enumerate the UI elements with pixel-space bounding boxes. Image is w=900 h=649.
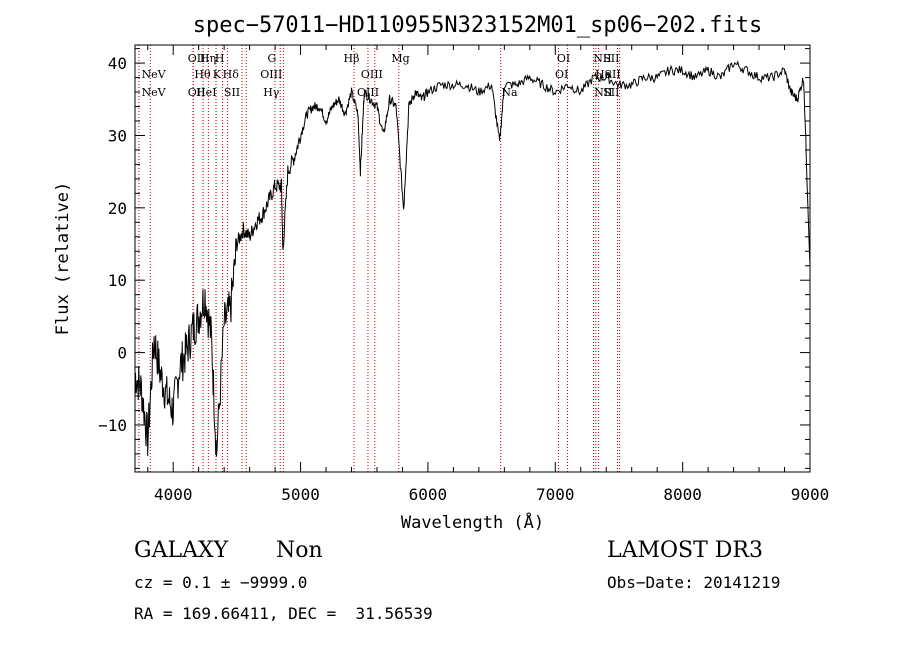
y-tick-label: 40 [108,54,127,73]
spectral-line-label: OIII [357,86,379,99]
spectral-line-label: H [215,52,225,65]
spectral-line-label: SII [603,86,619,99]
observation-date: Obs−Date: 20141219 [607,573,781,592]
x-tick-label: 6000 [409,485,448,504]
x-axis-label: Wavelength (Å) [401,511,544,533]
spectral-line-label: OII [188,52,206,65]
redshift-cz: cz = 0.1 ± −9999.0 [134,573,308,592]
y-tick-label: 30 [108,126,127,145]
x-tick-label: 5000 [281,485,320,504]
spectral-line-label: OI [555,68,568,81]
plot-frame [134,44,811,473]
ra-dec-coordinates: RA = 169.66411, DEC = 31.56539 [134,604,433,623]
spectral-line-label: Hγ [263,86,280,99]
object-class: GALAXY [134,538,229,563]
y-tick-label: −10 [98,416,127,435]
y-axis-label: Flux (relative) [53,182,73,336]
survey-name: LAMOST DR3 [607,538,763,563]
y-tick-label: 20 [108,199,127,218]
spectral-line-label: OIII [361,68,383,81]
spectral-line-label: Hθ [194,68,211,81]
spectral-line-label: Hδ [223,68,240,81]
spectral-line-label: K [213,68,222,81]
spectral-line-label: Mg [391,52,409,65]
x-tick-label: 9000 [791,485,830,504]
spectrum-series-line [134,60,811,457]
spectral-line-label: SII [603,52,619,65]
spectral-line-label: G [268,52,277,65]
spectral-line-label: Na [501,86,518,99]
x-tick-label: 8000 [663,485,702,504]
chart-title: spec−57011−HD110955N323152M01_sp06−202.f… [193,13,763,38]
spectral-line-label: NII [593,52,611,65]
spectral-line-label: SII [224,86,240,99]
spectral-line-label: NeV [142,86,167,99]
y-tick-label: 0 [117,344,127,363]
spectral-line-label: OI [557,52,570,65]
spectral-line-label: HeI [196,86,216,99]
x-tick-label: 7000 [536,485,575,504]
spectral-line-label: Hη [200,52,216,65]
spectral-line-label: NeV [142,68,167,81]
x-tick-label: 4000 [154,485,193,504]
spectral-line-label: OII [188,86,206,99]
object-subclass: Non [276,538,323,563]
spectral-line-label: NII [594,86,612,99]
y-tick-label: 10 [108,271,127,290]
spectral-line-label: Hβ [344,52,360,65]
spectral-line-label: OIII [260,68,282,81]
